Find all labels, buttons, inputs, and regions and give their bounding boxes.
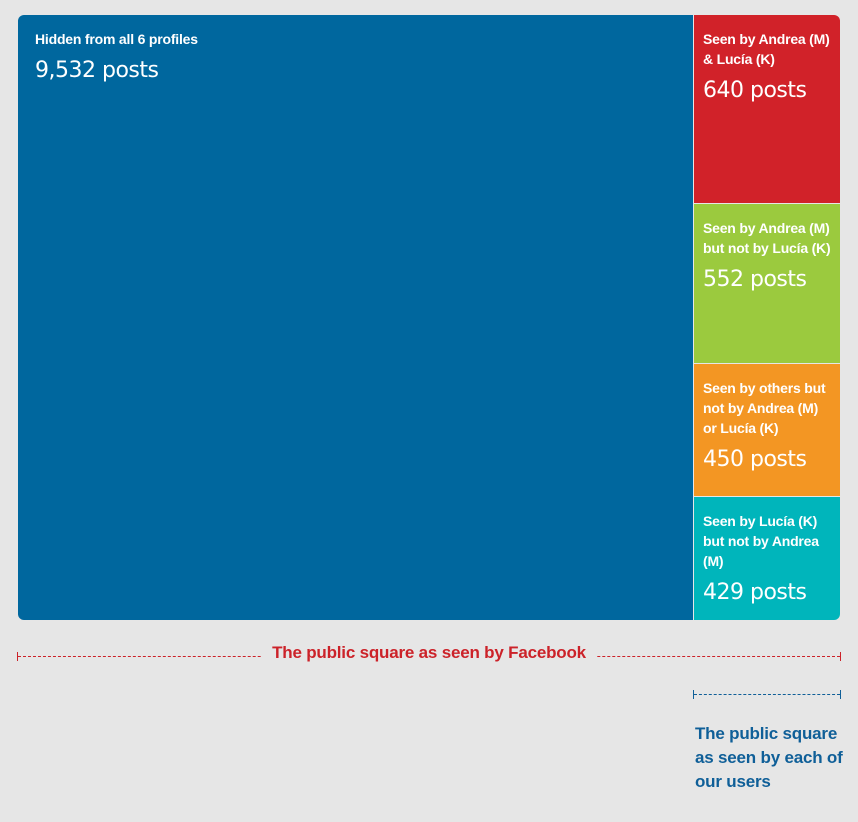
treemap-cell-hidden: Hidden from all 6 profiles 9,532 posts (18, 15, 693, 620)
cell-value: 552 posts (703, 267, 807, 292)
bracket-tick-right (840, 690, 841, 699)
treemap: Hidden from all 6 profiles 9,532 posts S… (18, 15, 840, 620)
cell-value: 429 posts (703, 580, 807, 605)
cell-label: Seen by others but not by Andrea (M) or … (703, 380, 826, 436)
facebook-caption: The public square as seen by Facebook (262, 643, 596, 662)
treemap-cell-lucia-only: Seen by Lucía (K) but not by Andrea (M) … (694, 497, 840, 620)
users-bracket (693, 690, 841, 699)
cell-label: Hidden from all 6 profiles (35, 31, 198, 47)
treemap-cell-andrea-only: Seen by Andrea (M) but not by Lucía (K) … (694, 204, 840, 363)
facebook-caption-wrap: The public square as seen by Facebook (0, 643, 858, 663)
cell-value: 450 posts (703, 447, 807, 472)
cell-value: 9,532 posts (35, 58, 159, 83)
treemap-cell-seen-by-both: Seen by Andrea (M) & Lucía (K) 640 posts (694, 15, 840, 203)
cell-label: Seen by Lucía (K) but not by Andrea (M) (703, 513, 819, 569)
bracket-tick-left (693, 690, 694, 699)
bracket-tick-right (840, 652, 841, 661)
treemap-cell-others: Seen by others but not by Andrea (M) or … (694, 364, 840, 496)
cell-label: Seen by Andrea (M) & Lucía (K) (703, 31, 830, 67)
users-caption: The public square as seen by each of our… (695, 724, 843, 791)
facebook-bracket (17, 652, 841, 661)
bracket-tick-left (17, 652, 18, 661)
cell-label: Seen by Andrea (M) but not by Lucía (K) (703, 220, 831, 256)
cell-value: 640 posts (703, 78, 807, 103)
